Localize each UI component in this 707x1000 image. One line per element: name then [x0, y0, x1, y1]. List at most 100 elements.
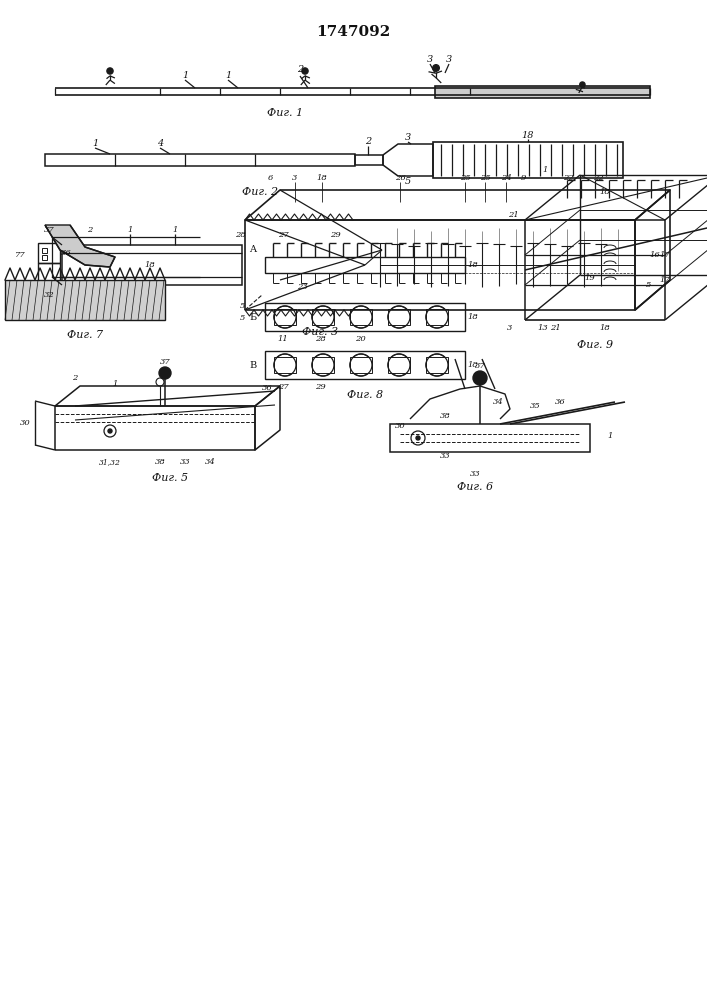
Bar — [355, 155, 383, 165]
Bar — [265, 351, 465, 379]
Text: 24: 24 — [501, 174, 511, 182]
Text: 5: 5 — [405, 178, 411, 186]
Text: 29: 29 — [315, 383, 325, 391]
Bar — [38, 243, 60, 263]
Text: 25: 25 — [460, 174, 470, 182]
Text: 28: 28 — [315, 335, 325, 343]
Bar — [350, 357, 372, 373]
Text: 3: 3 — [508, 324, 513, 332]
Text: 1: 1 — [173, 226, 177, 234]
Text: 1: 1 — [607, 432, 613, 440]
Text: 18: 18 — [600, 188, 610, 196]
Text: Фиг. 6: Фиг. 6 — [457, 482, 493, 492]
Bar — [274, 309, 296, 325]
Text: Фиг. 7: Фиг. 7 — [67, 330, 103, 340]
Text: Фиг. 1: Фиг. 1 — [267, 108, 303, 118]
Text: 5: 5 — [239, 314, 245, 322]
Polygon shape — [45, 225, 115, 267]
Text: 22: 22 — [592, 174, 603, 182]
Text: 17: 17 — [660, 251, 670, 259]
Text: Фиг. 2: Фиг. 2 — [242, 187, 278, 197]
Text: 18: 18 — [522, 130, 534, 139]
Bar — [426, 309, 448, 325]
Bar — [5, 280, 165, 320]
Circle shape — [302, 68, 308, 74]
Text: 32: 32 — [44, 291, 54, 299]
Text: 13: 13 — [537, 324, 549, 332]
Bar — [433, 142, 623, 178]
Text: 19: 19 — [585, 274, 595, 282]
Text: 1: 1 — [112, 380, 117, 388]
Text: 4: 4 — [157, 139, 163, 148]
Text: 20: 20 — [355, 335, 366, 343]
Bar — [390, 424, 590, 452]
Text: 30: 30 — [395, 422, 405, 430]
Text: 18: 18 — [467, 361, 479, 369]
Text: Фиг. 5: Фиг. 5 — [152, 473, 188, 483]
Text: 33: 33 — [440, 452, 450, 460]
Text: 1: 1 — [182, 72, 188, 81]
Circle shape — [159, 367, 171, 379]
Bar — [388, 357, 410, 373]
Text: 6: 6 — [267, 174, 273, 182]
Text: 77: 77 — [15, 251, 25, 259]
Circle shape — [433, 65, 439, 71]
Text: 33: 33 — [180, 458, 190, 466]
Text: 5: 5 — [240, 302, 246, 310]
Circle shape — [580, 82, 585, 87]
Bar — [274, 357, 296, 373]
Text: 9: 9 — [520, 174, 526, 182]
Text: 1: 1 — [92, 139, 98, 148]
Bar — [388, 309, 410, 325]
Text: 29: 29 — [329, 231, 340, 239]
Text: 37: 37 — [160, 358, 170, 366]
Text: 21: 21 — [508, 211, 518, 219]
Text: 27: 27 — [278, 383, 288, 391]
Circle shape — [108, 429, 112, 433]
Text: В: В — [250, 360, 257, 369]
Text: 2: 2 — [72, 374, 78, 382]
Text: 38: 38 — [440, 412, 450, 420]
Text: 2: 2 — [297, 66, 303, 75]
Bar — [435, 86, 650, 98]
Bar — [45, 154, 355, 166]
Bar — [426, 357, 448, 373]
Text: 26: 26 — [395, 174, 405, 182]
Bar — [312, 357, 334, 373]
Text: A: A — [250, 245, 257, 254]
Bar — [38, 263, 60, 287]
Text: 37: 37 — [474, 362, 486, 370]
Text: 3: 3 — [427, 55, 433, 64]
Text: 1747092: 1747092 — [316, 25, 390, 39]
Text: 18: 18 — [467, 313, 479, 321]
Text: 16: 16 — [650, 251, 660, 259]
Text: 37: 37 — [44, 226, 54, 234]
Text: 3: 3 — [446, 55, 452, 64]
Bar — [312, 309, 334, 325]
Bar — [42, 248, 47, 253]
Text: 27: 27 — [278, 231, 288, 239]
Text: 31,32: 31,32 — [99, 458, 121, 466]
Text: Фиг. 3: Фиг. 3 — [302, 327, 338, 337]
Text: 23: 23 — [297, 283, 308, 291]
Text: 1: 1 — [542, 166, 548, 174]
Bar — [62, 245, 242, 285]
Text: 18: 18 — [600, 324, 610, 332]
Bar — [265, 303, 465, 331]
Text: 17: 17 — [660, 276, 670, 284]
Text: 1: 1 — [225, 72, 231, 81]
Text: 30: 30 — [20, 419, 30, 427]
Bar — [42, 255, 47, 260]
Text: Фиг. 8: Фиг. 8 — [347, 390, 383, 400]
Text: 33: 33 — [469, 470, 480, 478]
Text: 36: 36 — [61, 249, 71, 257]
Text: 5: 5 — [645, 281, 650, 289]
Text: 11: 11 — [278, 335, 288, 343]
Text: 34: 34 — [493, 398, 503, 406]
Text: 18: 18 — [317, 174, 327, 182]
Bar — [350, 309, 372, 325]
Text: 34: 34 — [204, 458, 216, 466]
Text: 22: 22 — [563, 174, 573, 182]
Text: 2: 2 — [87, 226, 93, 234]
Text: 28: 28 — [235, 231, 245, 239]
